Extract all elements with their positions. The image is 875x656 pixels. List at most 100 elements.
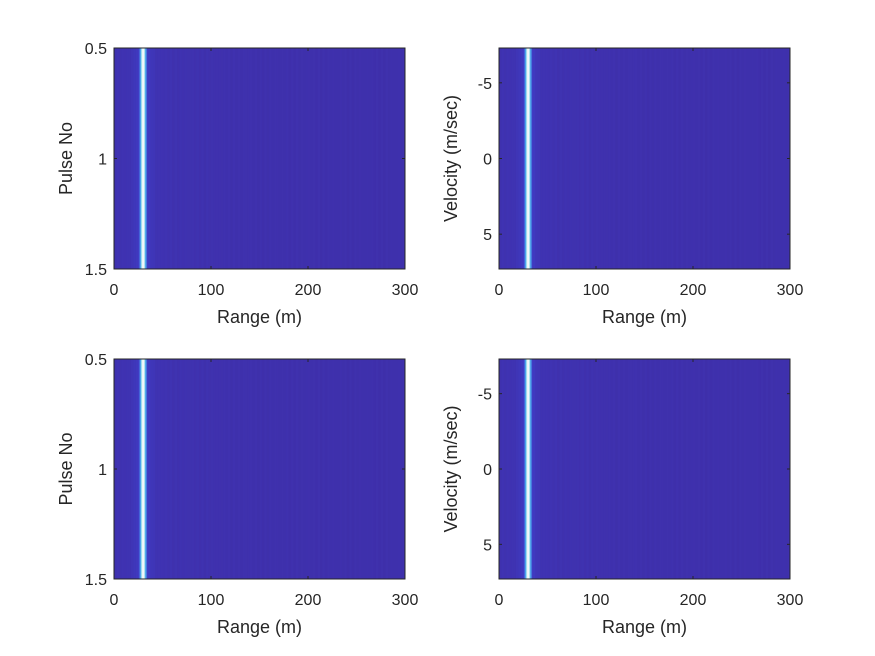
heatmap-column	[668, 359, 672, 579]
heatmap-column	[588, 48, 592, 269]
heatmap-column	[518, 48, 522, 269]
heatmap-column	[130, 48, 134, 269]
heatmap-column	[160, 48, 163, 269]
heatmap-column	[322, 48, 326, 269]
heatmap-column	[547, 359, 551, 579]
heatmap-column	[291, 48, 294, 269]
heatmap-column	[748, 48, 752, 269]
heatmap-column	[252, 48, 256, 269]
heatmap-column	[218, 359, 222, 579]
heatmap-column	[368, 359, 372, 579]
heatmap-column	[373, 359, 377, 579]
heatmap-column	[642, 359, 645, 579]
heatmap-column	[215, 48, 219, 269]
heatmap-column	[676, 359, 679, 579]
y-axis-label: Velocity (m/sec)	[441, 95, 461, 222]
heatmap-column	[549, 359, 553, 579]
heatmap-column	[371, 359, 374, 579]
heatmap-column	[395, 359, 399, 579]
heatmap-column	[167, 359, 171, 579]
heatmap-column	[644, 48, 648, 269]
heatmap-column	[259, 359, 263, 579]
heatmap-column	[288, 48, 292, 269]
heatmap-column	[274, 359, 277, 579]
heatmap-column	[186, 48, 190, 269]
heatmap-column	[634, 359, 638, 579]
heatmap-column	[540, 359, 544, 579]
heatmap-column	[574, 48, 578, 269]
heatmap-column	[593, 48, 597, 269]
heatmap-column	[617, 359, 621, 579]
heatmap-column	[291, 359, 294, 579]
heatmap-column	[315, 48, 319, 269]
heatmap-column	[549, 48, 553, 269]
heatmap-column	[264, 359, 268, 579]
heatmap-column	[240, 48, 244, 269]
heatmap-column	[768, 359, 772, 579]
subplot-1: 0 100 200 300 0.5 1 1.5 Range (m) Pulse No	[56, 41, 418, 327]
heatmap-column	[780, 48, 784, 269]
heatmap-column	[540, 48, 544, 269]
heatmap-column	[751, 48, 755, 269]
heatmap-column	[162, 48, 166, 269]
heatmap-column	[191, 48, 195, 269]
x-tick-label: 0	[110, 592, 119, 609]
heatmap-column	[322, 359, 326, 579]
heatmap-column	[371, 48, 374, 269]
heatmap-column	[390, 48, 394, 269]
heatmap-column	[717, 359, 721, 579]
heatmap-column	[736, 48, 740, 269]
heatmap-column	[332, 48, 336, 269]
heatmap-column	[366, 48, 370, 269]
heatmap-column	[172, 359, 176, 579]
heatmap-column	[690, 48, 694, 269]
heatmap-column	[554, 359, 558, 579]
heatmap-column	[400, 359, 404, 579]
heatmap-column	[164, 48, 168, 269]
heatmap-column	[642, 48, 645, 269]
heatmap-column	[639, 359, 643, 579]
heatmap-column	[261, 48, 265, 269]
heatmap-column	[557, 359, 561, 579]
heatmap-column	[605, 48, 609, 269]
heatmap-column	[266, 48, 270, 269]
heatmap-column	[274, 48, 277, 269]
heatmap-column	[223, 48, 227, 269]
heatmap-column	[310, 359, 314, 579]
heatmap-column	[530, 359, 534, 579]
heatmap-column	[782, 359, 786, 579]
heatmap-column	[520, 48, 524, 269]
heatmap-column	[324, 359, 328, 579]
y-tick-label: 0.5	[85, 352, 107, 369]
heatmap-column	[666, 48, 670, 269]
heatmap-column	[739, 359, 742, 579]
heatmap-column	[707, 359, 711, 579]
y-axis-label: Pulse No	[56, 432, 76, 505]
heatmap-column	[298, 48, 302, 269]
heatmap-column	[395, 48, 399, 269]
heatmap-column	[366, 359, 370, 579]
heatmap-column	[625, 359, 629, 579]
heatmap-column	[659, 48, 662, 269]
heatmap-column	[278, 48, 282, 269]
heatmap-column	[712, 48, 716, 269]
heatmap-column	[385, 48, 389, 269]
heatmap-column	[303, 359, 307, 579]
heatmap-column	[656, 359, 660, 579]
heatmap-column	[693, 48, 696, 269]
heatmap-column	[775, 359, 779, 579]
heatmap-column	[361, 359, 365, 579]
heatmap-column	[511, 359, 515, 579]
heatmap-column	[196, 48, 200, 269]
heatmap-column	[777, 48, 781, 269]
x-tick-label: 100	[583, 592, 610, 609]
heatmap-column	[520, 359, 524, 579]
y-tick-label: 1	[98, 462, 107, 479]
heatmap-column	[300, 48, 304, 269]
heatmap-column	[378, 359, 382, 579]
heatmap-column	[298, 359, 302, 579]
heatmap-column	[206, 48, 210, 269]
heatmap-column	[208, 359, 212, 579]
heatmap-column	[329, 359, 333, 579]
